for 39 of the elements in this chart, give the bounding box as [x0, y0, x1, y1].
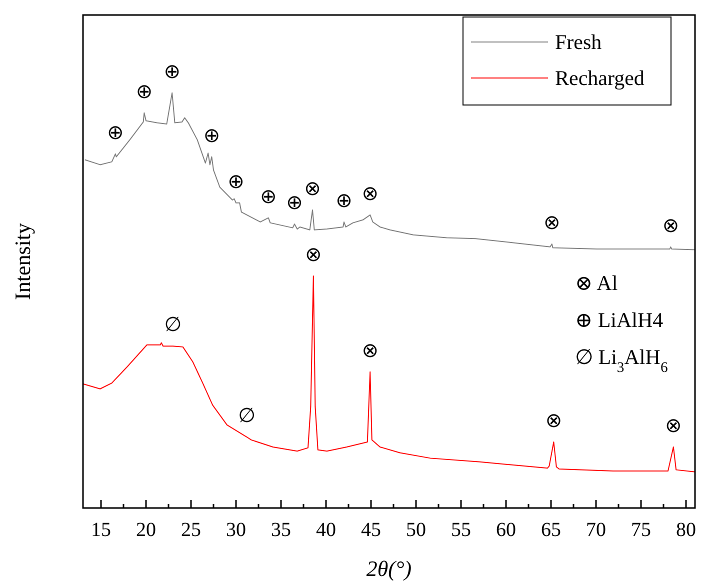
- annotation: ∅ Li$_{3}$AlH$_{6}$: [575, 345, 668, 376]
- x-tick-label: 60: [496, 519, 516, 541]
- x-tick-label: 30: [226, 519, 246, 541]
- x-tick-label: 65: [541, 519, 561, 541]
- annotation: ⊕: [260, 184, 277, 208]
- x-tick-label: 50: [406, 519, 426, 541]
- annotation: ⊕ LiAlH4: [575, 308, 664, 332]
- annotation: ⊗: [665, 412, 682, 437]
- annotation: ⊕: [136, 78, 153, 103]
- annotation: ⊗: [545, 408, 562, 432]
- annotation: ⊕: [228, 168, 244, 193]
- annotation: ⊗: [662, 212, 680, 237]
- annotation: ⊕: [286, 190, 303, 214]
- x-axis-title: 2θ(°): [366, 556, 412, 581]
- x-tick-label: 35: [271, 519, 291, 541]
- annotation: ⊕: [107, 120, 124, 144]
- legend-label: Fresh: [555, 30, 602, 54]
- x-tick-label: 80: [676, 519, 696, 541]
- annotation: ⊗: [544, 210, 560, 234]
- annotation: ⊗: [362, 338, 378, 362]
- annotation: ∅: [164, 312, 182, 336]
- x-tick-label: 40: [316, 519, 336, 541]
- x-tick-label: 20: [136, 519, 156, 541]
- x-tick-label: 55: [451, 519, 471, 541]
- y-axis-title: Intensity: [10, 223, 35, 300]
- annotation: ⊕: [203, 122, 220, 147]
- x-tick-label: 45: [361, 519, 381, 541]
- x-tick-label: 75: [631, 519, 651, 541]
- annotation: ∅: [238, 403, 256, 428]
- annotation: ⊗: [362, 180, 378, 205]
- annotation: ⊕: [336, 188, 352, 212]
- annotation: ⊗: [304, 176, 321, 200]
- legend-label: Recharged: [555, 66, 645, 90]
- x-tick-label: 25: [181, 519, 201, 541]
- x-tick-label: 15: [91, 519, 111, 541]
- annotation: ⊗: [305, 242, 322, 266]
- x-tick-label: 70: [586, 519, 606, 541]
- annotation: ⊕: [164, 58, 180, 83]
- annotation: ⊗ Al: [575, 271, 618, 295]
